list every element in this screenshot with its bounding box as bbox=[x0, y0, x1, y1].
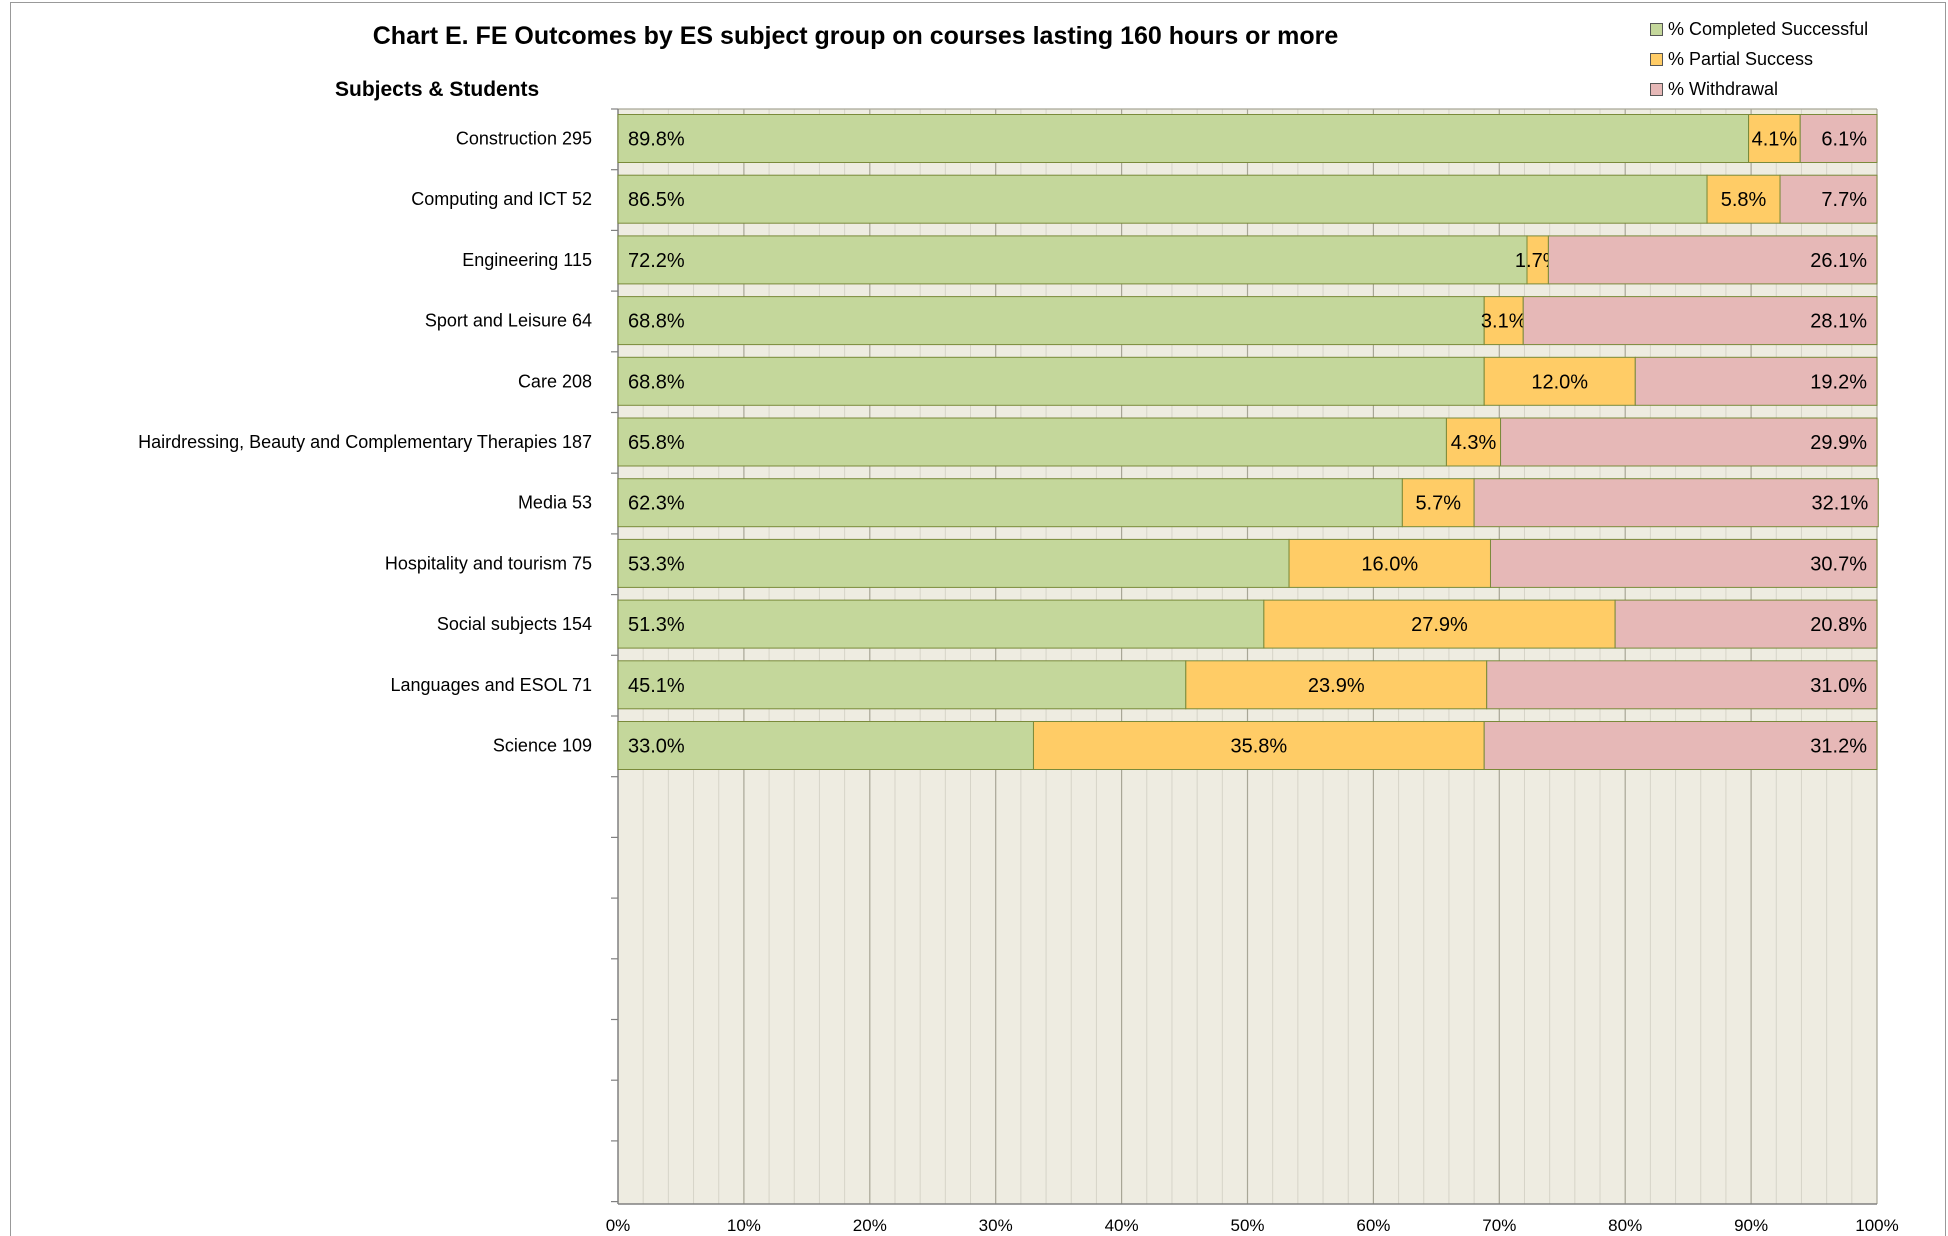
bar-segment-completed bbox=[617, 538, 1290, 588]
data-label-completed: 89.8% bbox=[628, 129, 685, 151]
legend-label-completed: % Completed Successful bbox=[1668, 18, 1869, 39]
category-label: Media 53 bbox=[518, 493, 592, 513]
data-label-completed: 86.5% bbox=[628, 189, 685, 211]
bar-segment-withdrawal bbox=[1779, 174, 1878, 224]
data-label-withdrawal: 29.9% bbox=[1810, 432, 1867, 454]
data-label-withdrawal: 6.1% bbox=[1821, 129, 1867, 151]
bar-segment-partial bbox=[1483, 356, 1636, 406]
data-label-partial: 35.8% bbox=[1230, 736, 1287, 758]
bar-segment-withdrawal bbox=[1799, 114, 1878, 163]
bar-segment-partial bbox=[1288, 538, 1491, 588]
data-label-completed: 72.2% bbox=[628, 250, 685, 272]
x-tick-label: 60% bbox=[1356, 1216, 1390, 1235]
category-label: Social subjects 154 bbox=[437, 614, 592, 634]
legend-label-partial: % Partial Success bbox=[1668, 48, 1814, 69]
category-label: Computing and ICT 52 bbox=[411, 189, 592, 209]
bar-segment-partial bbox=[1445, 417, 1502, 467]
x-tick-label: 20% bbox=[853, 1216, 887, 1235]
data-label-partial: 23.9% bbox=[1308, 675, 1365, 697]
legend-swatch-partial bbox=[1650, 52, 1663, 66]
data-label-completed: 45.1% bbox=[628, 675, 685, 697]
x-tick-label: 100% bbox=[1855, 1216, 1898, 1235]
category-label: Hospitality and tourism 75 bbox=[385, 553, 592, 573]
bar-segment-completed bbox=[617, 599, 1265, 649]
data-label-completed: 33.0% bbox=[628, 736, 685, 758]
bar-segment-completed bbox=[617, 114, 1750, 163]
data-label-completed: 68.8% bbox=[628, 371, 685, 393]
bar-segment-partial bbox=[1706, 174, 1781, 224]
x-tick-label: 90% bbox=[1734, 1216, 1768, 1235]
data-label-withdrawal: 30.7% bbox=[1810, 553, 1867, 575]
data-label-completed: 68.8% bbox=[628, 311, 685, 333]
bar-segment-partial bbox=[1185, 660, 1488, 710]
legend-item-partial: % Partial Success bbox=[1650, 44, 1868, 74]
bar-segment-completed bbox=[617, 417, 1447, 467]
data-label-partial: 4.3% bbox=[1451, 432, 1497, 454]
bar-segment-withdrawal bbox=[1522, 296, 1878, 346]
x-tick-label: 70% bbox=[1482, 1216, 1516, 1235]
bar-segment-withdrawal bbox=[1489, 538, 1878, 588]
legend-item-completed: % Completed Successful bbox=[1650, 14, 1868, 44]
bar-segment-withdrawal bbox=[1486, 660, 1878, 710]
category-label: Sport and Leisure 64 bbox=[425, 311, 592, 331]
bar-segment-completed bbox=[617, 174, 1708, 224]
x-tick-label: 0% bbox=[606, 1216, 631, 1235]
data-label-partial: 16.0% bbox=[1361, 553, 1418, 575]
data-label-completed: 53.3% bbox=[628, 553, 685, 575]
data-label-withdrawal: 20.8% bbox=[1810, 614, 1867, 636]
category-label: Construction 295 bbox=[456, 129, 592, 149]
data-label-withdrawal: 28.1% bbox=[1810, 311, 1867, 333]
data-label-partial: 4.1% bbox=[1752, 129, 1798, 151]
bar-segment-partial bbox=[1401, 478, 1475, 528]
bar-segment-withdrawal bbox=[1547, 235, 1878, 285]
data-label-partial: 12.0% bbox=[1531, 371, 1588, 393]
bar-segment-withdrawal bbox=[1500, 417, 1878, 467]
bar-segment-completed bbox=[617, 660, 1187, 710]
bar-segment-completed bbox=[617, 478, 1403, 528]
data-label-partial: 3.1% bbox=[1481, 311, 1527, 333]
data-label-withdrawal: 19.2% bbox=[1810, 371, 1867, 393]
category-label: Engineering 115 bbox=[462, 250, 592, 270]
legend-swatch-withdrawal bbox=[1650, 82, 1663, 96]
x-tick-label: 40% bbox=[1105, 1216, 1139, 1235]
data-label-completed: 62.3% bbox=[628, 493, 685, 515]
legend-item-withdrawal: % Withdrawal bbox=[1650, 74, 1868, 104]
data-label-withdrawal: 31.0% bbox=[1810, 675, 1867, 697]
data-label-partial: 5.7% bbox=[1415, 493, 1461, 515]
data-label-withdrawal: 32.1% bbox=[1812, 493, 1869, 515]
data-label-partial: 5.8% bbox=[1721, 189, 1767, 211]
bar-segment-partial bbox=[1032, 721, 1485, 770]
x-tick-label: 10% bbox=[727, 1216, 761, 1235]
bar-segment-partial bbox=[1483, 296, 1524, 346]
legend-label-withdrawal: % Withdrawal bbox=[1668, 78, 1779, 99]
data-label-withdrawal: 31.2% bbox=[1810, 736, 1867, 758]
x-tick-label: 30% bbox=[979, 1216, 1013, 1235]
bar-segment-withdrawal bbox=[1483, 721, 1878, 770]
legend-swatch-completed bbox=[1650, 22, 1663, 36]
data-label-completed: 51.3% bbox=[628, 614, 685, 636]
category-label: Languages and ESOL 71 bbox=[391, 675, 593, 695]
data-label-partial: 27.9% bbox=[1411, 614, 1468, 636]
data-label-withdrawal: 7.7% bbox=[1821, 189, 1867, 211]
bar-segment-completed bbox=[617, 296, 1485, 346]
bar-segment-completed bbox=[617, 356, 1485, 406]
category-label: Hairdressing, Beauty and Complementary T… bbox=[138, 432, 592, 452]
data-label-completed: 65.8% bbox=[628, 432, 685, 454]
category-label: Science 109 bbox=[493, 736, 592, 756]
data-label-withdrawal: 26.1% bbox=[1810, 250, 1867, 272]
bar-segment-completed bbox=[617, 235, 1528, 285]
bar-segment-withdrawal bbox=[1473, 478, 1879, 528]
x-tick-label: 50% bbox=[1230, 1216, 1264, 1235]
bar-segment-withdrawal bbox=[1614, 599, 1878, 649]
bar-segment-completed bbox=[617, 721, 1034, 770]
category-label: Care 208 bbox=[518, 371, 592, 391]
chart-title: Chart E. FE Outcomes by ES subject group… bbox=[372, 22, 1339, 50]
bar-segment-partial bbox=[1263, 599, 1616, 649]
legend: % Completed Successful % Partial Success… bbox=[1650, 14, 1868, 104]
category-axis-heading: Subjects & Students bbox=[335, 78, 540, 101]
chart-frame bbox=[10, 2, 1946, 1236]
x-tick-label: 80% bbox=[1608, 1216, 1642, 1235]
bar-segment-withdrawal bbox=[1634, 356, 1878, 406]
